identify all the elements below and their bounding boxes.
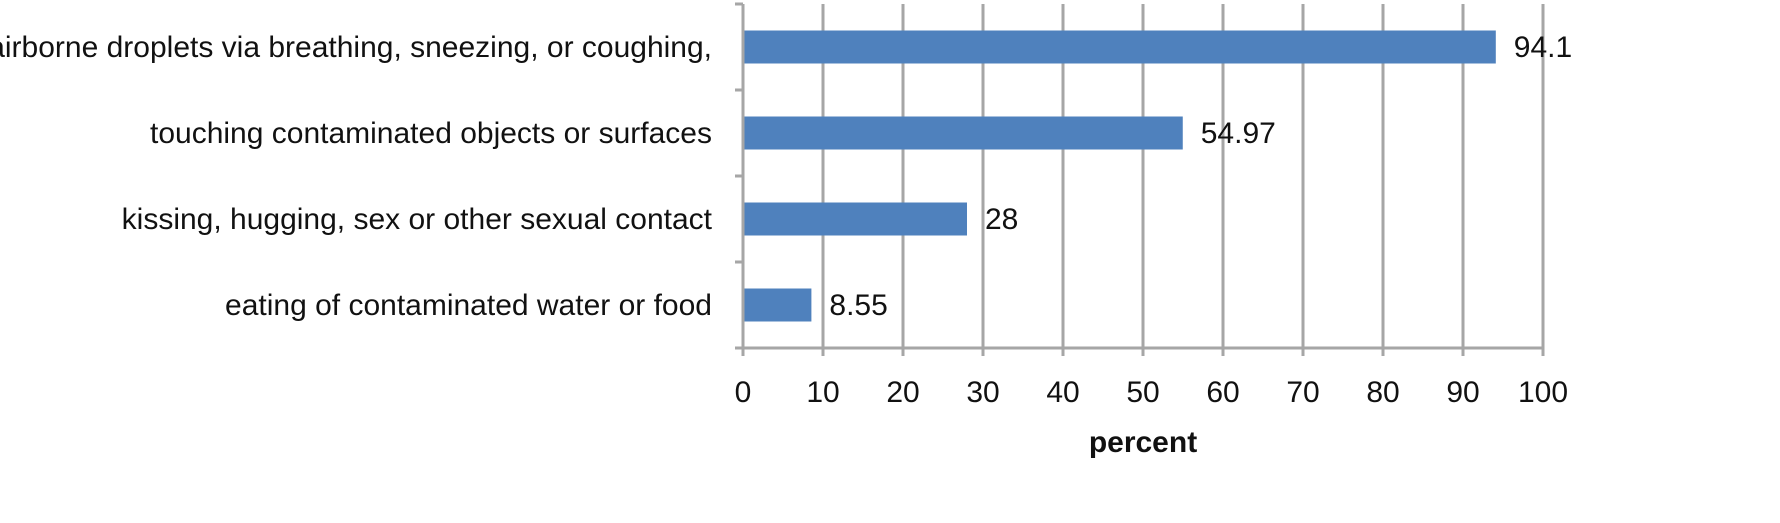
bar bbox=[744, 30, 1496, 64]
x-tick-label: 60 bbox=[1206, 376, 1239, 409]
bar bbox=[744, 116, 1183, 150]
data-label: 8.55 bbox=[829, 289, 887, 322]
x-tick-label: 40 bbox=[1046, 376, 1079, 409]
x-tick-label: 90 bbox=[1446, 376, 1479, 409]
x-tick-label: 80 bbox=[1366, 376, 1399, 409]
category-label: eating of contaminated water or food bbox=[225, 289, 712, 322]
data-label: 54.97 bbox=[1201, 117, 1276, 150]
category-labels: airborne droplets via breathing, sneezin… bbox=[0, 31, 713, 322]
data-label: 94.1 bbox=[1514, 31, 1572, 64]
x-tick-label: 70 bbox=[1286, 376, 1319, 409]
x-tick-label: 0 bbox=[735, 376, 752, 409]
x-axis-title: percent bbox=[1089, 426, 1197, 459]
x-tick-labels: 0 10 20 30 40 50 60 70 80 90 100 bbox=[735, 376, 1568, 409]
x-tick-label: 10 bbox=[806, 376, 839, 409]
bar bbox=[744, 288, 812, 322]
category-label: kissing, hugging, sex or other sexual co… bbox=[122, 203, 713, 236]
axes bbox=[735, 2, 1545, 356]
data-labels: 94.1 54.97 28 8.55 bbox=[829, 31, 1572, 322]
x-tick-label: 100 bbox=[1518, 376, 1568, 409]
bar bbox=[744, 202, 967, 236]
x-tick-label: 30 bbox=[966, 376, 999, 409]
x-tick-label: 20 bbox=[886, 376, 919, 409]
category-label: touching contaminated objects or surface… bbox=[150, 117, 712, 150]
x-tick-label: 50 bbox=[1126, 376, 1159, 409]
category-label: airborne droplets via breathing, sneezin… bbox=[0, 31, 712, 64]
bars bbox=[744, 30, 1496, 322]
data-label: 28 bbox=[985, 203, 1018, 236]
